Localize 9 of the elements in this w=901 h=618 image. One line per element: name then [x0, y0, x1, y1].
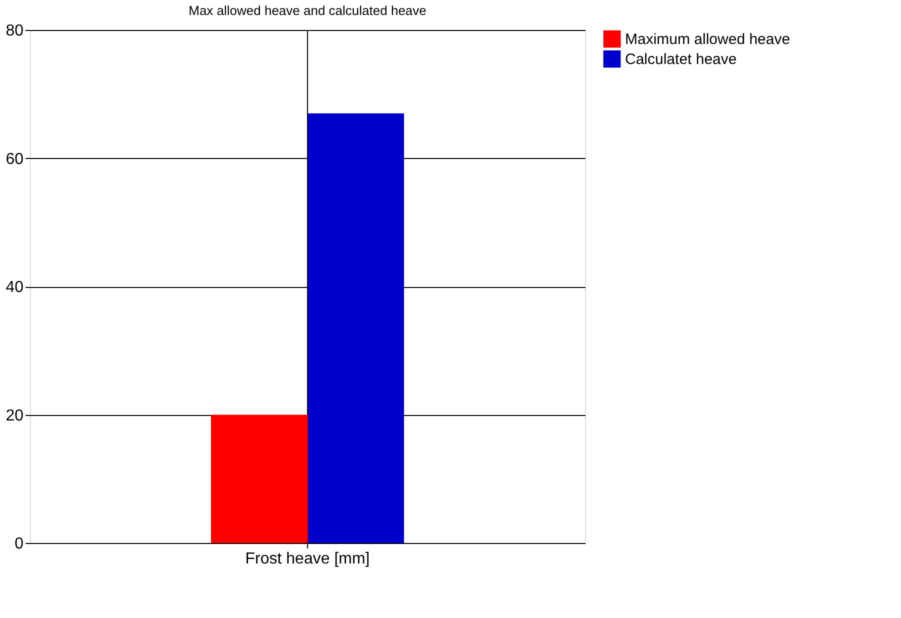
legend-label: Maximum allowed heave: [625, 31, 790, 48]
y-tick-label: 60: [6, 150, 24, 168]
x-tick-label: Frost heave [mm]: [245, 550, 370, 568]
y-tick-label: 0: [14, 536, 24, 552]
y-tick-label: 80: [6, 22, 24, 40]
y-tick-label: 40: [6, 279, 24, 296]
chart-title: Max allowed heave and calculated heave: [188, 3, 426, 18]
y-tick-label: 20: [6, 407, 24, 424]
legend-label: Calculatet heave: [625, 51, 737, 68]
